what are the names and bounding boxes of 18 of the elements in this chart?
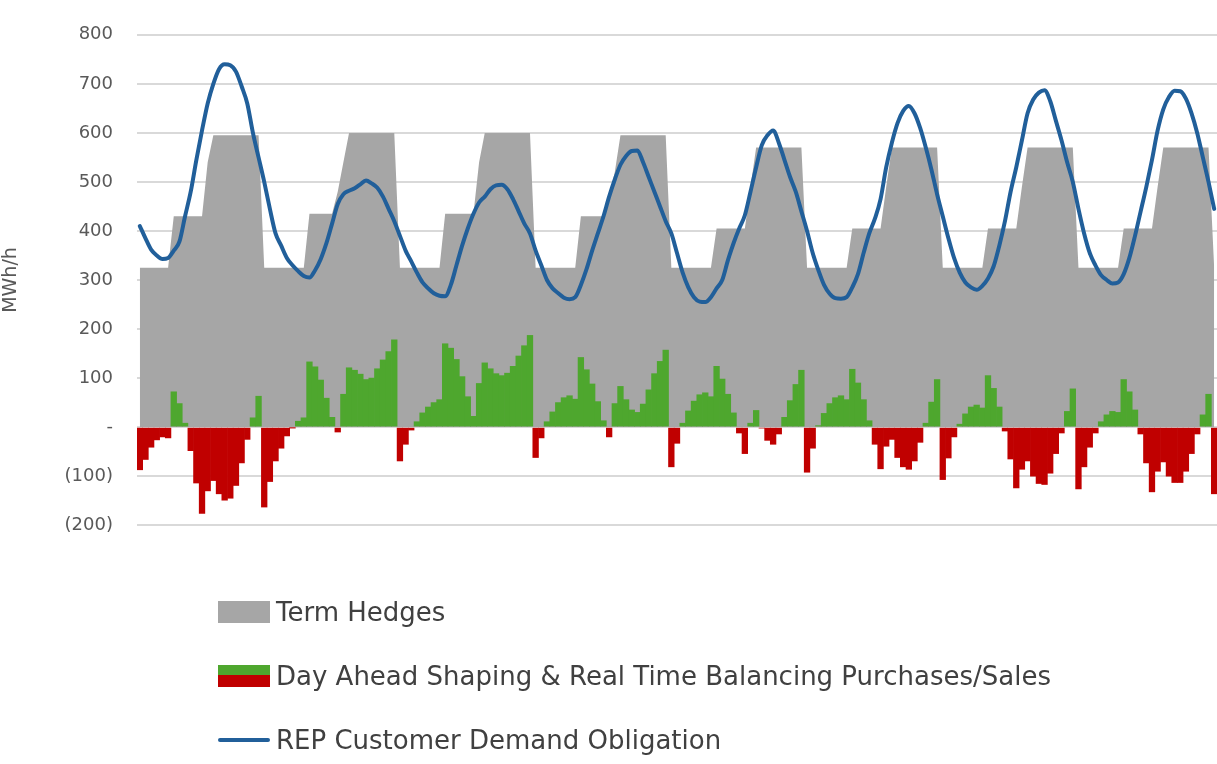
y-tick-label: (100) — [64, 463, 113, 485]
y-tick-label: 400 — [78, 218, 113, 240]
y-tick-label: 200 — [78, 316, 113, 338]
y-tick-label: 700 — [78, 71, 113, 93]
y-tick-label: 500 — [78, 169, 113, 191]
y-tick-label: 800 — [78, 22, 113, 44]
legend-label: Day Ahead Shaping & Real Time Balancing Purchases/Sales — [276, 661, 1051, 691]
bar — [605, 427, 613, 438]
bar — [1211, 427, 1217, 495]
y-tick-label: 100 — [78, 365, 113, 387]
y-tick-label: - — [106, 414, 113, 436]
y-tick-label: 300 — [78, 267, 113, 289]
y-axis-title: MWh/h — [0, 247, 21, 313]
line-series — [137, 62, 1217, 305]
legend-label: Term Hedges — [276, 597, 446, 627]
legend-label: REP Customer Demand Obligation — [276, 725, 722, 755]
y-tick-label: (200) — [64, 512, 113, 534]
y-tick-label: 600 — [78, 120, 113, 142]
